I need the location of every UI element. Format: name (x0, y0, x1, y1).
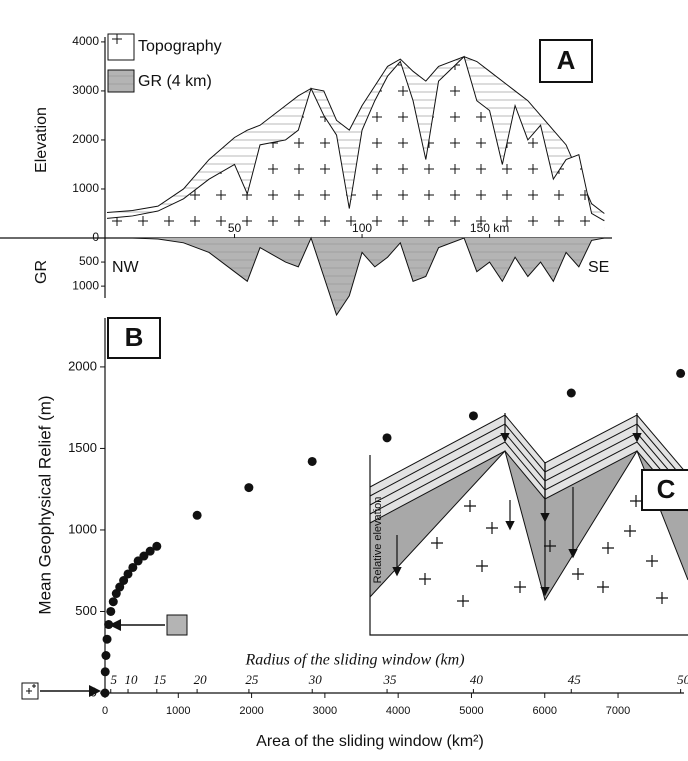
y-tick-label: 1000 (72, 181, 99, 195)
y-tick-label: 2000 (72, 132, 99, 146)
annotation: NW (112, 259, 140, 276)
data-point (244, 483, 254, 493)
x-tick-label: 5000 (459, 705, 483, 717)
data-point (128, 562, 138, 572)
x2-tick-label: 40 (470, 672, 484, 687)
x2-tick-label: 35 (383, 672, 398, 687)
layer-band (370, 415, 688, 523)
data-point (100, 688, 110, 698)
y-tick-label: 1000 (68, 521, 97, 536)
panel-letter: B (125, 322, 144, 352)
data-point (382, 433, 392, 443)
x2-tick-label: 15 (153, 672, 167, 687)
y-axis-label: Mean Geophysical Relief (m) (35, 395, 54, 614)
legend-label: Topography (138, 38, 222, 55)
data-point (101, 651, 111, 660)
y-tick-label: 1000 (72, 278, 99, 292)
legend-hatch (107, 69, 135, 93)
legend-swatch (107, 33, 135, 61)
data-point (104, 620, 114, 630)
x2-tick-label: 25 (245, 672, 259, 687)
data-point (139, 551, 149, 561)
gr-line (107, 236, 605, 317)
x2-tick-label: 5 (111, 672, 118, 687)
y-tick-label: 500 (75, 603, 97, 618)
data-point (145, 546, 155, 556)
x-tick-label: 150 km (470, 221, 509, 235)
frame (369, 455, 688, 636)
x2-axis-label: Radius of the sliding window (km) (244, 652, 464, 669)
data-point (123, 569, 133, 579)
y-tick-label: 0 (92, 230, 99, 244)
x2-tick-label: 50 (677, 672, 688, 687)
x-axis-label: Area of the sliding window (km²) (256, 733, 484, 750)
data-point (119, 576, 129, 585)
x-tick-label: 4000 (386, 705, 410, 717)
x2-tick-label: 20 (194, 672, 208, 687)
y-tick-label: 2000 (68, 358, 97, 373)
data-point (152, 541, 162, 551)
data-point (468, 411, 478, 421)
x-tick-label: 1000 (166, 705, 190, 717)
y-tick-label: 4000 (72, 34, 99, 48)
annotation: SE (588, 259, 609, 276)
diagram-c: Relative elevation C (369, 413, 688, 636)
panel-letter: A (557, 45, 576, 75)
x-tick-label: 6000 (533, 705, 557, 717)
data-point (115, 582, 125, 592)
legend-label: GR (4 km) (138, 73, 212, 90)
x2-tick-label: 45 (568, 672, 582, 687)
data-point (102, 634, 112, 644)
crosses (419, 495, 668, 607)
x-tick-label: 7000 (606, 705, 630, 717)
area-pattern (107, 238, 605, 315)
profile-line (106, 56, 605, 214)
x-tick-label: 3000 (313, 705, 337, 717)
data-point (307, 456, 317, 466)
y-axis-label: Relative elevation (372, 497, 384, 584)
area-pattern (107, 56, 605, 238)
cross-symbol (26, 684, 36, 694)
denudation-zone (370, 451, 688, 600)
y-axis-label: Elevation (33, 107, 50, 173)
x-tick-label: 100 (352, 221, 372, 235)
data-point (566, 388, 576, 398)
profile-line (106, 55, 605, 222)
x2-tick-label: 10 (125, 672, 139, 687)
data-point (100, 667, 110, 677)
data-point (106, 606, 116, 616)
y-tick-label: 0 (90, 684, 97, 699)
data-point (676, 368, 686, 378)
panel-box (641, 469, 688, 511)
panel-letter: C (657, 474, 676, 504)
y-tick-label: 500 (79, 254, 99, 268)
x-tick-label: 50 (228, 221, 242, 235)
y-tick-label: 1500 (68, 440, 97, 455)
data-point (192, 510, 202, 520)
y-tick-label: 3000 (72, 83, 99, 97)
x-tick-label: 0 (102, 705, 108, 717)
panel-box (539, 39, 593, 83)
x2-tick-label: 30 (308, 672, 323, 687)
x-tick-label: 2000 (239, 705, 263, 717)
gr-symbol (166, 614, 188, 636)
panel-box (107, 317, 161, 359)
data-point (108, 597, 118, 607)
y-axis-label: GR (33, 260, 50, 284)
